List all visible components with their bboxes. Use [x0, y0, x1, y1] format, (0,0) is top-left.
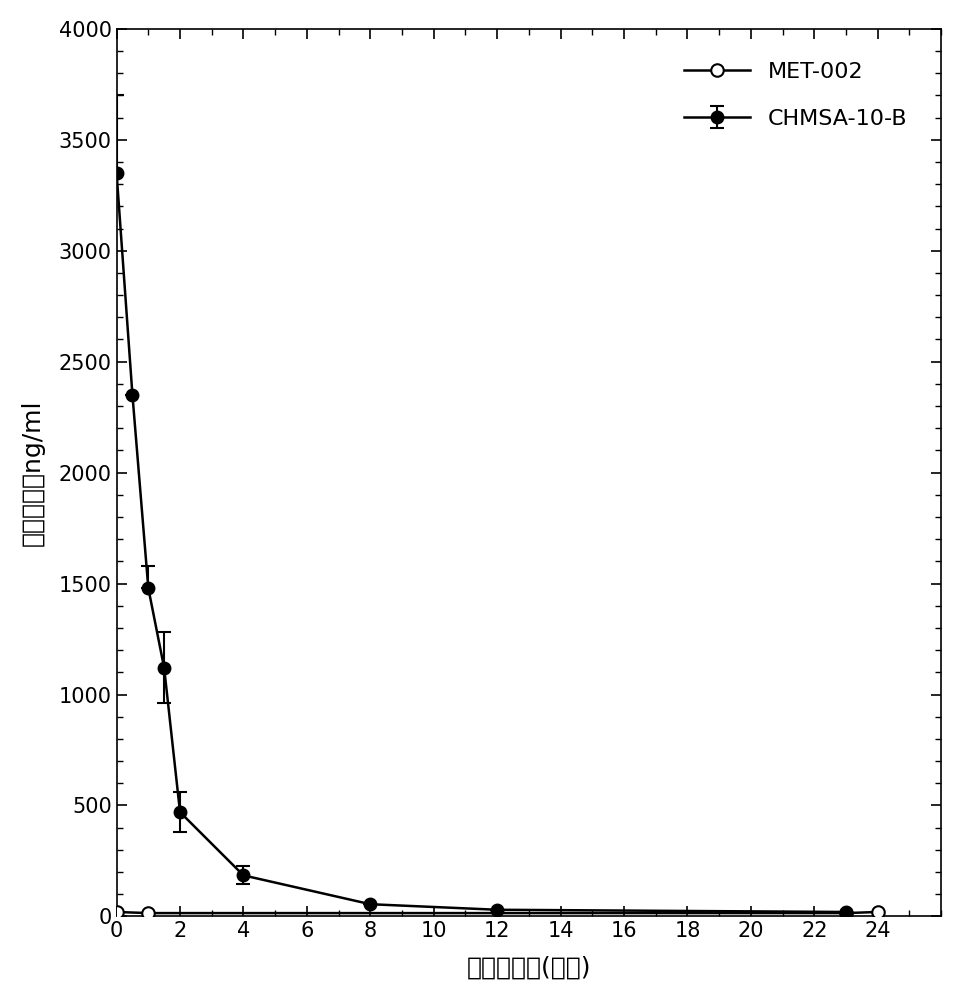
MET-002 — [111, 906, 122, 918]
Legend: MET-002, CHMSA-10-B: MET-002, CHMSA-10-B — [661, 40, 929, 151]
MET-002 — [839, 907, 850, 919]
MET-002 — [142, 907, 154, 919]
X-axis label: 给药后时间(小时): 给药后时间(小时) — [466, 955, 590, 979]
Y-axis label: 血浆浓度，ng/ml: 血浆浓度，ng/ml — [21, 399, 45, 546]
Line: MET-002: MET-002 — [111, 906, 883, 919]
MET-002 — [871, 906, 882, 918]
